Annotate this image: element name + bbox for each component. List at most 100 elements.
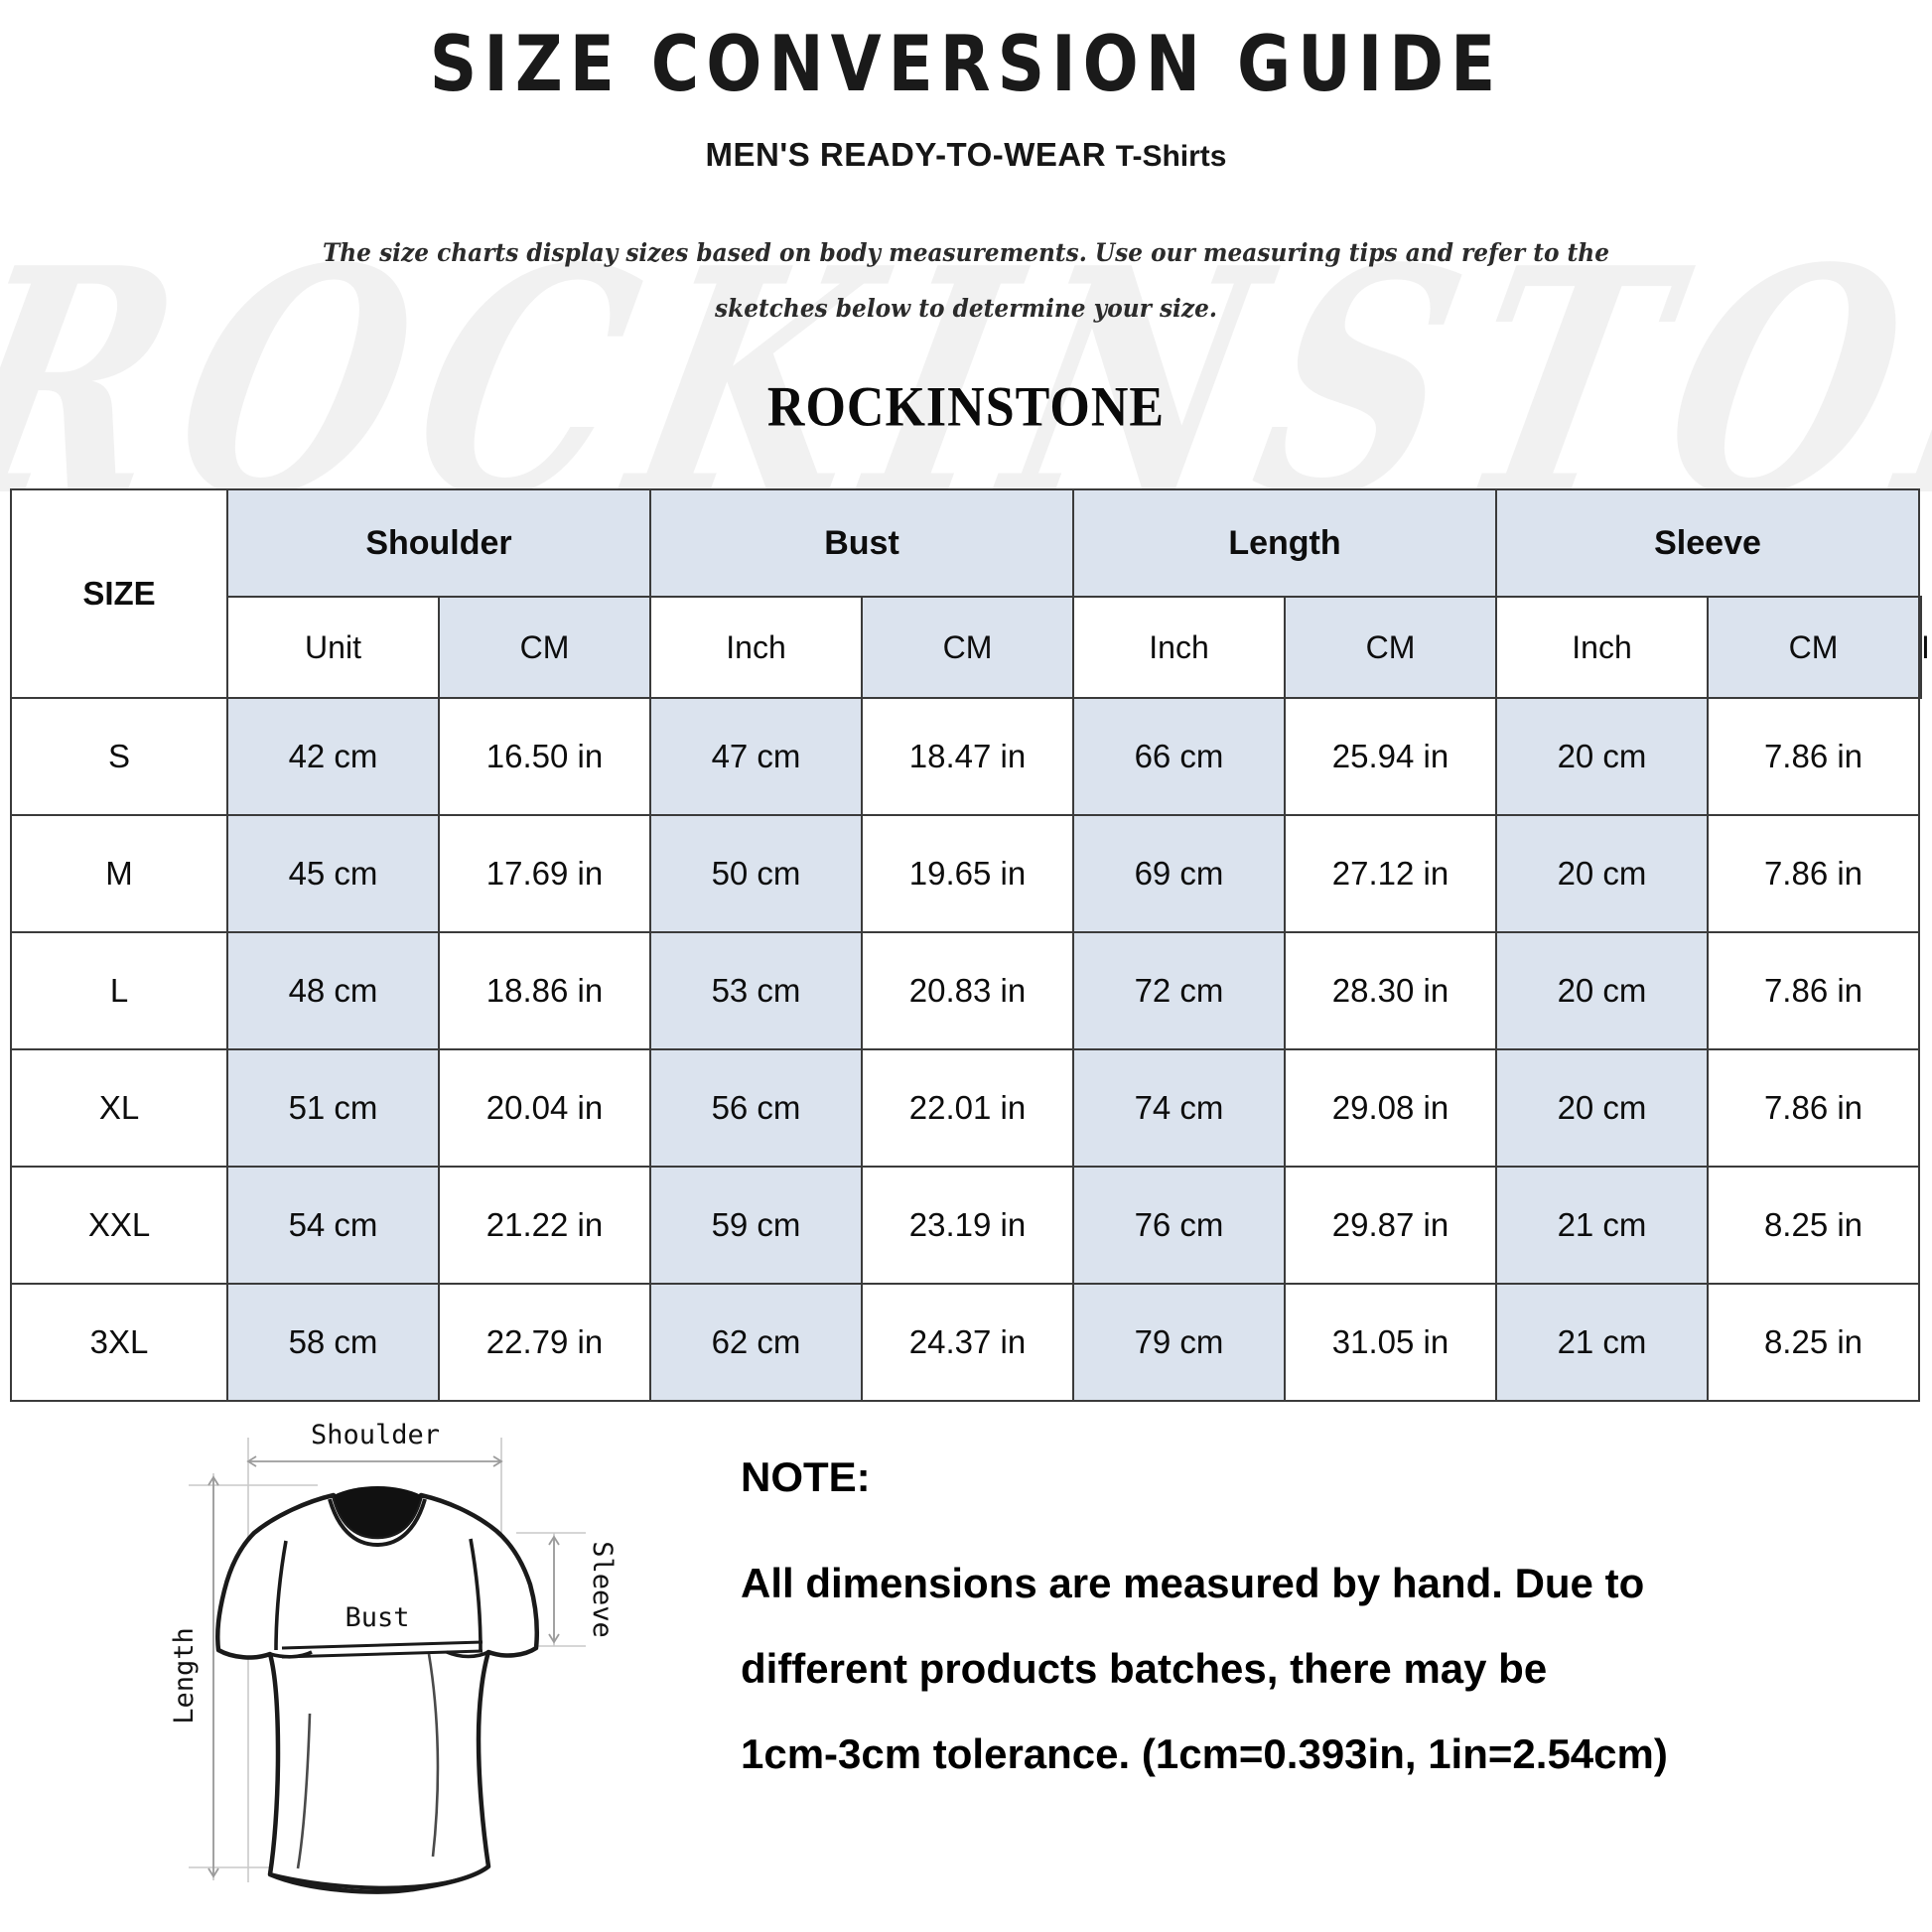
bust-dimension-line: [281, 1640, 483, 1659]
bottom-section: Shoulder Bust Length Sleeve NOTE: All di…: [0, 1402, 1932, 1912]
tshirt-outline: [215, 1492, 539, 1894]
cell-sleeve-cm: 20 cm: [1495, 814, 1709, 933]
note-title: NOTE:: [741, 1453, 871, 1500]
cell-bust-cm: 62 cm: [649, 1283, 863, 1402]
subtitle-product: T-Shirts: [1115, 140, 1227, 173]
length-dimension-line: [207, 1475, 219, 1878]
unit-shoulder-inch: Inch: [649, 596, 863, 699]
cell-shoulder-inch: 16.50 in: [438, 697, 651, 816]
size-conversion-table: SIZE Shoulder Bust Length Sleeve Unit CM…: [10, 488, 1932, 1402]
cell-length-cm: 72 cm: [1072, 931, 1286, 1050]
table-header-row-groups: SIZE Shoulder Bust Length Sleeve: [10, 488, 1921, 699]
cell-shoulder-cm: 48 cm: [226, 931, 440, 1050]
table-header-row-units: Unit CM Inch CM Inch CM Inch CM Inch: [11, 596, 1932, 699]
header-group-length: Length: [1072, 488, 1497, 598]
unit-sleeve-inch: Inch: [1918, 596, 1932, 699]
tshirt-collar-rim: [328, 1498, 427, 1548]
unit-length-cm: CM: [1284, 596, 1497, 699]
cell-sleeve-inch: 7.86 in: [1706, 931, 1921, 1050]
unit-bust-cm: CM: [861, 596, 1074, 699]
row-size-label: S: [10, 697, 228, 816]
cell-sleeve-cm: 21 cm: [1495, 1283, 1709, 1402]
cell-bust-cm: 47 cm: [649, 697, 863, 816]
page-title: SIZE CONVERSION GUIDE: [429, 18, 1503, 109]
label-shoulder: Shoulder: [311, 1420, 440, 1450]
cell-sleeve-cm: 21 cm: [1495, 1166, 1709, 1285]
header-size: SIZE: [10, 488, 228, 699]
note-line-3: 1cm-3cm tolerance. (1cm=0.393in, 1in=2.5…: [741, 1730, 1668, 1777]
tshirt-folds: [296, 1653, 440, 1869]
unit-label: Unit: [226, 596, 440, 699]
cell-length-cm: 66 cm: [1072, 697, 1286, 816]
note-line-1: All dimensions are measured by hand. Due…: [741, 1560, 1645, 1606]
cell-bust-inch: 20.83 in: [861, 931, 1074, 1050]
cell-shoulder-cm: 58 cm: [226, 1283, 440, 1402]
cell-bust-inch: 19.65 in: [861, 814, 1074, 933]
unit-shoulder-cm: CM: [438, 596, 651, 699]
cell-shoulder-inch: 21.22 in: [438, 1166, 651, 1285]
cell-shoulder-inch: 17.69 in: [438, 814, 651, 933]
table-row: S 42 cm 16.50 in 47 cm 18.47 in 66 cm 25…: [10, 697, 1921, 816]
cell-bust-inch: 22.01 in: [861, 1048, 1074, 1168]
cell-sleeve-inch: 8.25 in: [1706, 1166, 1921, 1285]
cell-bust-inch: 18.47 in: [861, 697, 1074, 816]
table-body: S 42 cm 16.50 in 47 cm 18.47 in 66 cm 25…: [10, 697, 1921, 1402]
shoulder-dimension-line: [246, 1455, 503, 1467]
page-subtitle: MEN'S READY-TO-WEAR T-Shirts: [0, 92, 1932, 174]
cell-length-inch: 27.12 in: [1284, 814, 1497, 933]
cell-sleeve-cm: 20 cm: [1495, 697, 1709, 816]
header-group-bust: Bust: [649, 488, 1074, 598]
row-size-label: XXL: [10, 1166, 228, 1285]
row-size-label: L: [10, 931, 228, 1050]
tshirt-hem: [269, 1864, 490, 1890]
cell-length-cm: 76 cm: [1072, 1166, 1286, 1285]
cell-shoulder-cm: 54 cm: [226, 1166, 440, 1285]
cell-bust-cm: 56 cm: [649, 1048, 863, 1168]
unit-bust-inch: Inch: [1072, 596, 1286, 699]
size-table-container: SIZE Shoulder Bust Length Sleeve Unit CM…: [0, 435, 1932, 1402]
cell-length-cm: 69 cm: [1072, 814, 1286, 933]
cell-length-inch: 25.94 in: [1284, 697, 1497, 816]
cell-sleeve-cm: 20 cm: [1495, 931, 1709, 1050]
cell-sleeve-inch: 7.86 in: [1706, 697, 1921, 816]
tshirt-diagram: Shoulder Bust Length Sleeve: [10, 1416, 725, 1912]
label-bust: Bust: [345, 1602, 409, 1633]
cell-bust-cm: 50 cm: [649, 814, 863, 933]
cell-bust-inch: 23.19 in: [861, 1166, 1074, 1285]
unit-sleeve-cm: CM: [1706, 596, 1921, 699]
row-size-label: M: [10, 814, 228, 933]
cell-sleeve-cm: 20 cm: [1495, 1048, 1709, 1168]
cell-sleeve-inch: 7.86 in: [1706, 814, 1921, 933]
row-size-label: XL: [10, 1048, 228, 1168]
header-group-shoulder: Shoulder: [226, 488, 651, 598]
label-length: Length: [169, 1627, 200, 1725]
label-sleeve: Sleeve: [587, 1541, 618, 1638]
cell-length-cm: 74 cm: [1072, 1048, 1286, 1168]
tshirt-collar: [334, 1486, 421, 1537]
sleeve-dimension-line: [548, 1535, 560, 1644]
cell-bust-inch: 24.37 in: [861, 1283, 1074, 1402]
page-description: The size charts display sizes based on b…: [322, 238, 1610, 323]
cell-shoulder-cm: 42 cm: [226, 697, 440, 816]
cell-length-inch: 28.30 in: [1284, 931, 1497, 1050]
cell-sleeve-inch: 8.25 in: [1706, 1283, 1921, 1402]
table-row: XXL 54 cm 21.22 in 59 cm 23.19 in 76 cm …: [10, 1166, 1921, 1285]
note-section: NOTE: All dimensions are measured by han…: [725, 1416, 1922, 1797]
cell-length-cm: 79 cm: [1072, 1283, 1286, 1402]
cell-shoulder-inch: 20.04 in: [438, 1048, 651, 1168]
tshirt-measurement-sketch: Shoulder Bust Length Sleeve: [169, 1420, 618, 1894]
table-row: XL 51 cm 20.04 in 56 cm 22.01 in 74 cm 2…: [10, 1048, 1921, 1168]
unit-length-inch: Inch: [1495, 596, 1709, 699]
cell-shoulder-cm: 51 cm: [226, 1048, 440, 1168]
note-line-2: different products batches, there may be: [741, 1645, 1548, 1692]
table-row: M 45 cm 17.69 in 50 cm 19.65 in 69 cm 27…: [10, 814, 1921, 933]
cell-shoulder-inch: 18.86 in: [438, 931, 651, 1050]
cell-shoulder-inch: 22.79 in: [438, 1283, 651, 1402]
cell-bust-cm: 59 cm: [649, 1166, 863, 1285]
cell-bust-cm: 53 cm: [649, 931, 863, 1050]
row-size-label: 3XL: [10, 1283, 228, 1402]
cell-length-inch: 31.05 in: [1284, 1283, 1497, 1402]
table-row: 3XL 58 cm 22.79 in 62 cm 24.37 in 79 cm …: [10, 1283, 1921, 1402]
table-head: SIZE Shoulder Bust Length Sleeve Unit CM…: [10, 488, 1932, 699]
cell-length-inch: 29.87 in: [1284, 1166, 1497, 1285]
